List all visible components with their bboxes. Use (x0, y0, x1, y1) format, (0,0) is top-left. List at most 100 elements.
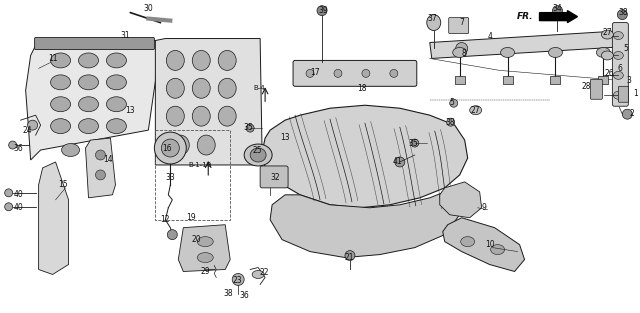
Circle shape (334, 69, 342, 77)
Text: 8: 8 (461, 49, 466, 58)
Ellipse shape (79, 75, 99, 90)
Text: 5: 5 (449, 98, 454, 107)
Ellipse shape (79, 97, 99, 112)
Circle shape (411, 139, 419, 147)
Ellipse shape (166, 106, 184, 126)
Text: 11: 11 (48, 54, 58, 63)
Ellipse shape (500, 48, 515, 58)
Polygon shape (86, 138, 115, 198)
FancyBboxPatch shape (618, 86, 628, 102)
Ellipse shape (602, 30, 613, 39)
Text: 17: 17 (310, 68, 320, 77)
Circle shape (95, 150, 106, 160)
Text: 4: 4 (487, 32, 492, 41)
Ellipse shape (252, 270, 264, 279)
Ellipse shape (244, 144, 272, 166)
Ellipse shape (250, 148, 266, 162)
Ellipse shape (218, 78, 236, 98)
Ellipse shape (192, 78, 210, 98)
Text: 28: 28 (582, 82, 591, 91)
FancyBboxPatch shape (591, 79, 602, 99)
Text: 25: 25 (252, 146, 262, 155)
Polygon shape (38, 162, 68, 275)
Ellipse shape (79, 119, 99, 134)
Text: 29: 29 (200, 267, 210, 276)
Text: 36: 36 (14, 144, 24, 152)
Text: 15: 15 (58, 180, 67, 189)
Ellipse shape (613, 71, 623, 79)
Polygon shape (440, 182, 482, 218)
Ellipse shape (197, 237, 213, 247)
Ellipse shape (461, 237, 475, 247)
Ellipse shape (470, 106, 482, 115)
Bar (502, 76, 513, 84)
Text: 36: 36 (239, 291, 249, 300)
Bar (598, 76, 609, 84)
Ellipse shape (596, 48, 611, 58)
Text: 6: 6 (618, 64, 623, 73)
Text: 13: 13 (125, 106, 135, 115)
Text: 21: 21 (344, 253, 354, 262)
FancyBboxPatch shape (612, 23, 628, 106)
Ellipse shape (166, 50, 184, 70)
Circle shape (4, 203, 13, 211)
FancyArrow shape (540, 11, 577, 23)
Ellipse shape (602, 51, 613, 60)
Text: 20: 20 (191, 235, 201, 244)
Circle shape (447, 118, 454, 126)
Text: 30: 30 (143, 4, 153, 13)
Circle shape (161, 139, 179, 157)
Ellipse shape (548, 48, 563, 58)
Circle shape (317, 6, 327, 16)
Text: 34: 34 (552, 4, 563, 13)
Circle shape (456, 43, 468, 54)
Polygon shape (430, 31, 627, 59)
Ellipse shape (166, 78, 184, 98)
Polygon shape (26, 40, 161, 160)
Circle shape (362, 69, 370, 77)
Ellipse shape (613, 32, 623, 39)
Text: 18: 18 (357, 84, 367, 93)
Text: FR.: FR. (517, 12, 534, 21)
Text: 12: 12 (161, 215, 170, 224)
Text: B-1-10: B-1-10 (189, 162, 212, 168)
Polygon shape (262, 105, 468, 208)
Text: 24: 24 (23, 126, 33, 135)
Circle shape (618, 10, 627, 20)
Text: 26: 26 (605, 69, 614, 78)
Text: B-4: B-4 (253, 85, 265, 91)
Text: 38: 38 (223, 289, 233, 298)
Text: 41: 41 (393, 157, 403, 167)
Ellipse shape (613, 51, 623, 59)
Circle shape (9, 141, 17, 149)
Text: 40: 40 (14, 203, 24, 212)
Text: 37: 37 (428, 14, 438, 23)
Text: 27: 27 (603, 28, 612, 37)
Text: 14: 14 (104, 156, 113, 165)
Ellipse shape (106, 119, 127, 134)
Polygon shape (270, 188, 460, 258)
Ellipse shape (452, 48, 467, 58)
Ellipse shape (90, 144, 108, 156)
Polygon shape (156, 38, 262, 165)
Text: 31: 31 (120, 31, 130, 40)
FancyBboxPatch shape (35, 38, 154, 49)
Text: 33: 33 (166, 173, 175, 182)
Text: 13: 13 (280, 133, 290, 141)
Ellipse shape (106, 75, 127, 90)
Text: 16: 16 (163, 144, 172, 152)
Circle shape (4, 189, 13, 197)
Ellipse shape (61, 144, 79, 156)
Ellipse shape (192, 106, 210, 126)
Ellipse shape (106, 53, 127, 68)
Circle shape (622, 109, 632, 119)
Circle shape (246, 124, 254, 132)
Ellipse shape (613, 91, 623, 99)
Circle shape (232, 274, 244, 285)
Text: 38: 38 (618, 8, 628, 17)
Ellipse shape (51, 97, 70, 112)
Text: 38: 38 (446, 118, 456, 127)
Circle shape (395, 157, 405, 167)
Ellipse shape (172, 135, 189, 155)
Text: 10: 10 (485, 240, 495, 249)
